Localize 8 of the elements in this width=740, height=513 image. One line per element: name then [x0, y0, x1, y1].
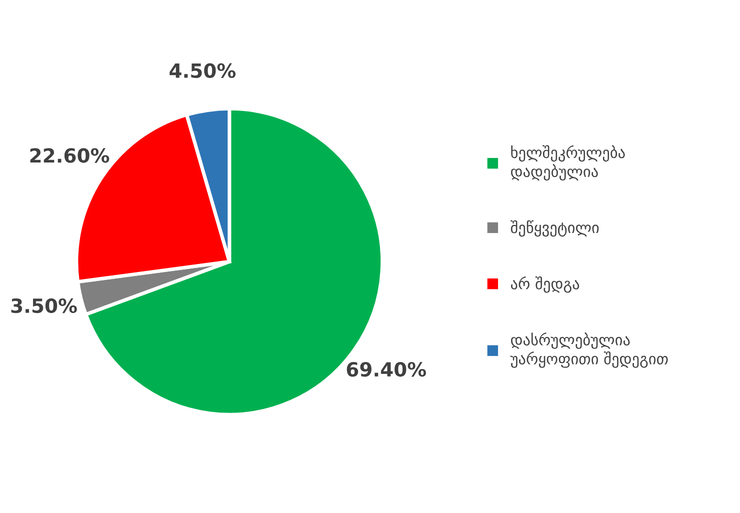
legend-label: დასრულებულია უარყოფითი შედეგით	[510, 332, 668, 368]
data-label: 22.60%	[30, 148, 110, 163]
data-label: 69.40%	[346, 362, 426, 377]
legend-label: ხელშეკრულება დადებულია	[511, 145, 625, 181]
legend-label: არ შედგა	[511, 276, 580, 293]
data-label: 4.50%	[170, 63, 236, 78]
legend-label: შეწყვეტილი	[510, 220, 599, 237]
data-label: 3.50%	[11, 298, 77, 314]
